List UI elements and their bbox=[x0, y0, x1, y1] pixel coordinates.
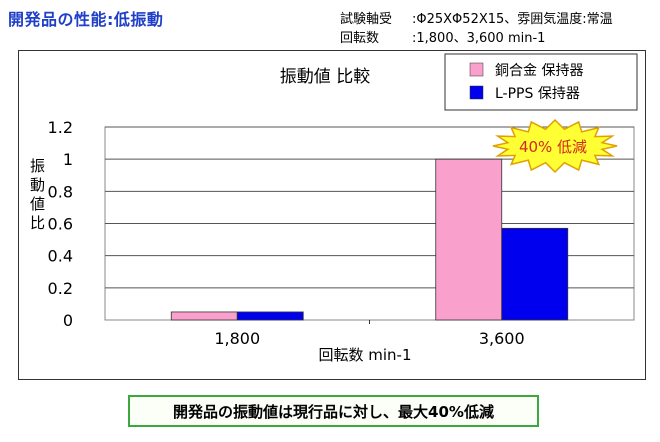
bar-copper-alloy bbox=[435, 158, 503, 321]
condition-row-speed: 回転数 :1,800、3,600 min-1 bbox=[340, 29, 613, 48]
x-tick-label: 3,600 bbox=[479, 329, 525, 348]
condition-label: 回転数 bbox=[340, 31, 380, 46]
y-tick-label: 0.8 bbox=[48, 182, 73, 201]
reduction-starburst: 40% 低減 bbox=[492, 118, 618, 174]
condition-row-bearing: 試験軸受 :Φ25XΦ52X15、雰囲気温度:常温 bbox=[340, 10, 613, 29]
chart-title: 振動値 比較 bbox=[280, 67, 370, 87]
y-tick-label: 0.6 bbox=[48, 215, 73, 234]
y-tick-label: 1.2 bbox=[48, 118, 73, 137]
legend-swatch-l-pps bbox=[469, 85, 484, 100]
test-conditions: 試験軸受 :Φ25XΦ52X15、雰囲気温度:常温 回転数 :1,800、3,6… bbox=[340, 10, 613, 48]
starburst-label: 40% 低減 bbox=[519, 138, 587, 156]
page-title: 開発品の性能:低振動 bbox=[8, 10, 164, 29]
bar-copper-alloy bbox=[170, 311, 238, 321]
legend-swatch-copper-alloy bbox=[469, 62, 484, 77]
x-axis-label: 回転数 min-1 bbox=[318, 346, 411, 364]
condition-label: 試験軸受 bbox=[340, 12, 393, 27]
y-tick-label: 0.4 bbox=[48, 247, 73, 266]
y-tick-label: 0 bbox=[63, 311, 73, 330]
x-tick-label: 1,800 bbox=[214, 329, 260, 348]
condition-value: :Φ25XΦ52X15、雰囲気温度:常温 bbox=[412, 12, 613, 27]
y-tick-label: 0.2 bbox=[48, 279, 73, 298]
bars bbox=[170, 158, 569, 321]
x-tick-labels: 1,800 3,600 bbox=[214, 320, 525, 348]
summary-box: 開発品の振動値は現行品に対し、最大40%低減 bbox=[128, 395, 539, 427]
starburst-shape bbox=[492, 118, 618, 174]
y-axis-label: 振動値比 bbox=[28, 158, 46, 234]
y-tick-label: 1 bbox=[63, 150, 73, 169]
bar-l-pps bbox=[236, 311, 304, 321]
y-tick-labels: 0 0.2 0.4 0.6 0.8 1 1.2 bbox=[48, 118, 73, 330]
summary-text: 開発品の振動値は現行品に対し、最大40%低減 bbox=[173, 402, 494, 421]
legend-label-l-pps: L-PPS 保持器 bbox=[495, 86, 580, 102]
bar-l-pps bbox=[501, 227, 569, 321]
legend-label-copper-alloy: 銅合金 保持器 bbox=[495, 63, 583, 79]
condition-value: :1,800、3,600 min-1 bbox=[412, 31, 546, 46]
